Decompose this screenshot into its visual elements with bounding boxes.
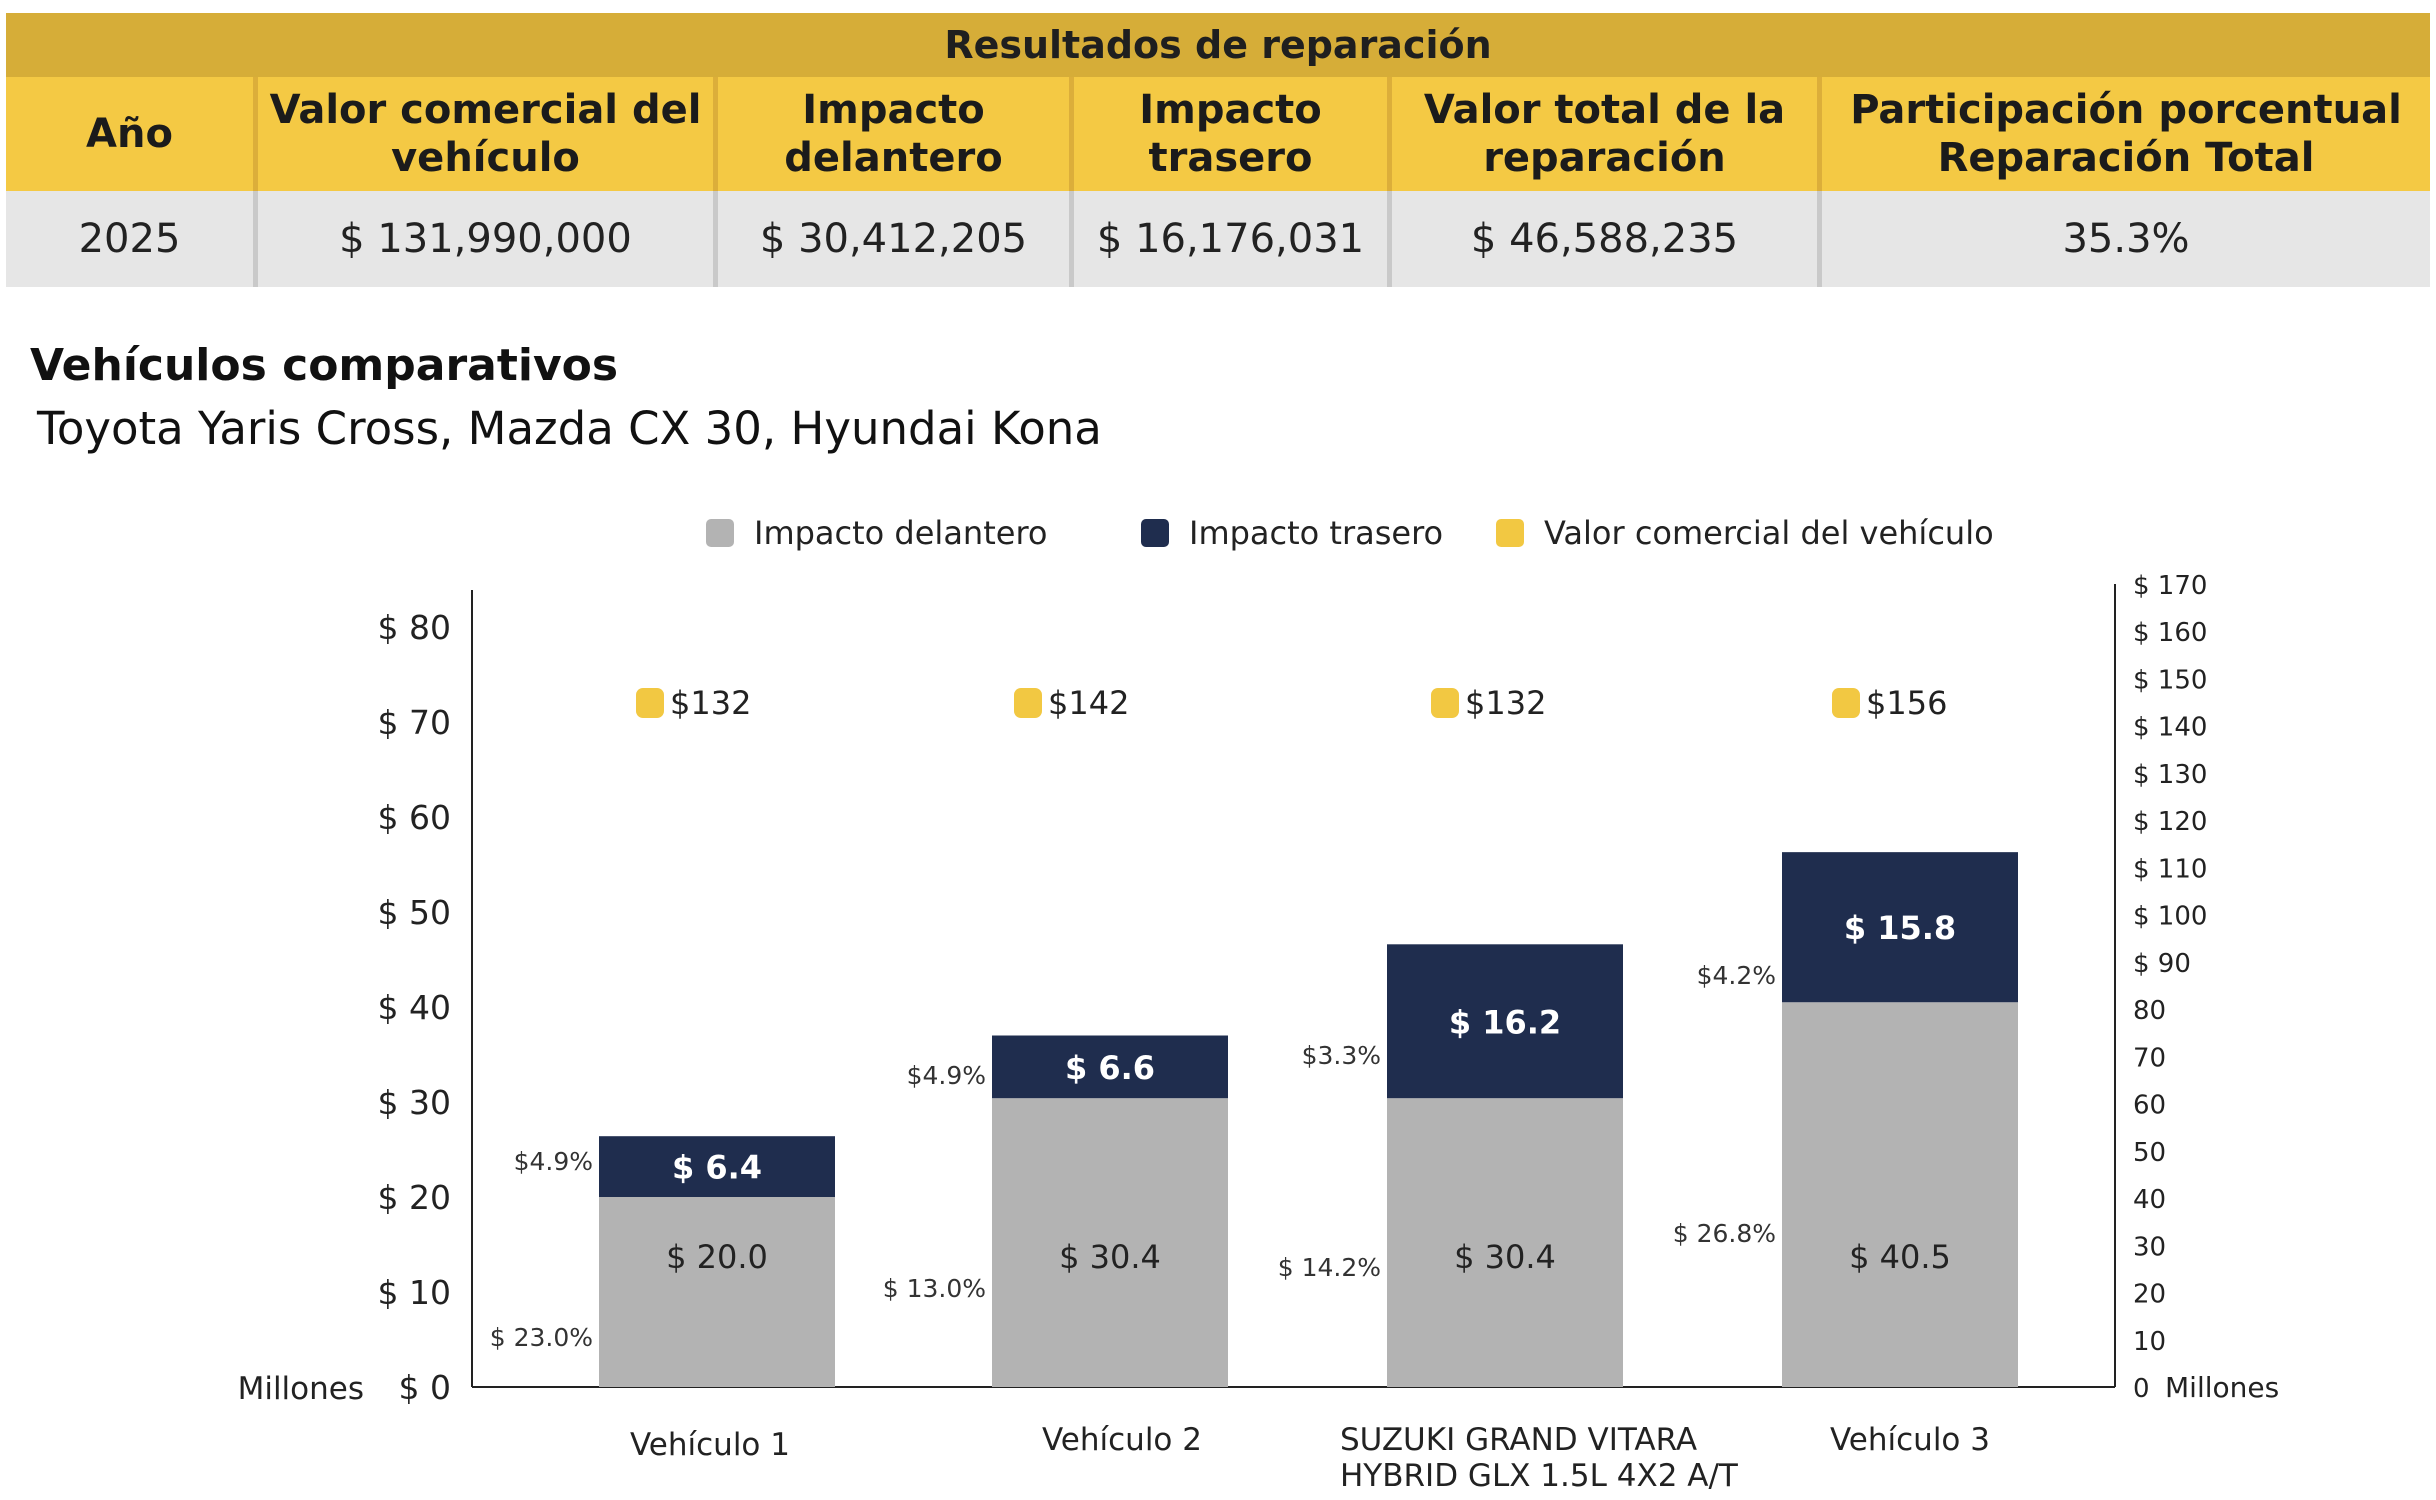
legend-swatch xyxy=(1141,519,1169,547)
left-tick-label: $ 70 xyxy=(378,703,451,742)
right-tick-label: 40 xyxy=(2133,1185,2166,1215)
right-tick-label: 10 xyxy=(2133,1327,2166,1357)
bar-front-impact xyxy=(1782,1002,2018,1387)
bar-rear-impact xyxy=(599,1136,835,1197)
right-tick-label: 70 xyxy=(2133,1043,2166,1073)
front-value-label: $ 40.5 xyxy=(1849,1238,1951,1276)
rear-value-label: $ 6.6 xyxy=(1065,1049,1155,1087)
category-label-line2: HYBRID GLX 1.5L 4X2 A/T xyxy=(1340,1458,1739,1494)
vehicle-value-marker xyxy=(1832,688,1860,718)
right-tick-label: $ 170 xyxy=(2133,571,2207,601)
bar-front-impact xyxy=(992,1098,1228,1387)
front-value-label: $ 30.4 xyxy=(1454,1238,1556,1276)
vehicle-value-label: $142 xyxy=(1048,684,1129,722)
right-tick-label: 20 xyxy=(2133,1280,2166,1310)
table-header-row: Año Valor comercial del vehículo Impacto… xyxy=(6,77,2430,191)
bar-rear-impact xyxy=(992,1035,1228,1099)
rear-pct-label: $4.9% xyxy=(514,1147,593,1176)
category-label: Vehículo 2 xyxy=(1042,1422,1202,1458)
cell-year: 2025 xyxy=(6,191,258,287)
header-total-repair: Valor total de la reparación xyxy=(1392,77,1822,191)
right-tick-label: 80 xyxy=(2133,996,2166,1026)
rear-pct-label: $4.2% xyxy=(1697,961,1776,990)
right-tick-label: $ 160 xyxy=(2133,618,2207,648)
bar-front-impact xyxy=(599,1197,835,1387)
cell-front-impact: $ 30,412,205 xyxy=(718,191,1074,287)
vehicle-value-label: $156 xyxy=(1866,684,1947,722)
vehicle-value-label: $132 xyxy=(1465,684,1546,722)
rear-value-label: $ 6.4 xyxy=(672,1149,762,1187)
header-vehicle-value: Valor comercial del vehículo xyxy=(258,77,718,191)
left-tick-label: $ 10 xyxy=(378,1273,451,1312)
right-tick-label: 60 xyxy=(2133,1091,2166,1121)
right-tick-label: $ 110 xyxy=(2133,854,2207,884)
header-rear-impact: Impacto trasero xyxy=(1074,77,1392,191)
header-front-impact: Impacto delantero xyxy=(718,77,1074,191)
right-tick-label: 0 xyxy=(2133,1374,2150,1404)
vehicle-value-marker xyxy=(636,688,664,718)
rear-pct-label: $3.3% xyxy=(1302,1041,1381,1070)
header-percentage: Participación porcentual Reparación Tota… xyxy=(1822,77,2430,191)
front-pct-label: $ 26.8% xyxy=(1673,1219,1776,1248)
cell-rear-impact: $ 16,176,031 xyxy=(1074,191,1392,287)
rear-value-label: $ 15.8 xyxy=(1844,909,1956,947)
front-pct-label: $ 23.0% xyxy=(490,1323,593,1352)
legend-label: Impacto delantero xyxy=(754,514,1047,552)
right-tick-label: $ 100 xyxy=(2133,902,2207,932)
left-tick-label: $ 0 xyxy=(399,1368,451,1407)
section-title: Vehículos comparativos xyxy=(30,340,619,391)
right-tick-label: $ 90 xyxy=(2133,949,2191,979)
front-pct-label: $ 13.0% xyxy=(883,1274,986,1303)
rear-value-label: $ 16.2 xyxy=(1449,1003,1561,1041)
repair-results-table: Resultados de reparación Año Valor comer… xyxy=(6,13,2430,287)
cell-percentage: 35.3% xyxy=(1822,191,2430,287)
legend-label: Impacto trasero xyxy=(1189,514,1443,552)
front-pct-label: $ 14.2% xyxy=(1278,1253,1381,1282)
table-title: Resultados de reparación xyxy=(6,13,2430,77)
legend-swatch xyxy=(1496,519,1524,547)
front-value-label: $ 30.4 xyxy=(1059,1238,1161,1276)
section-subtitle: Toyota Yaris Cross, Mazda CX 30, Hyundai… xyxy=(37,402,1102,455)
left-tick-label: $ 20 xyxy=(378,1178,451,1217)
vehicle-value-label: $132 xyxy=(670,684,751,722)
vehicle-value-marker xyxy=(1431,688,1459,718)
left-tick-label: $ 80 xyxy=(378,608,451,647)
right-tick-label: $ 150 xyxy=(2133,665,2207,695)
category-label: Vehículo 3 xyxy=(1830,1422,1990,1458)
right-tick-label: $ 130 xyxy=(2133,760,2207,790)
right-tick-label: $ 120 xyxy=(2133,807,2207,837)
vehicle-value-marker xyxy=(1014,688,1042,718)
bar-rear-impact xyxy=(1387,944,1623,1099)
right-tick-label: $ 140 xyxy=(2133,713,2207,743)
front-value-label: $ 20.0 xyxy=(666,1238,768,1276)
left-tick-label: $ 60 xyxy=(378,798,451,837)
legend-label: Valor comercial del vehículo xyxy=(1544,514,1994,552)
rear-pct-label: $4.9% xyxy=(907,1061,986,1090)
table-row: 2025 $ 131,990,000 $ 30,412,205 $ 16,176… xyxy=(6,191,2430,287)
left-tick-label: $ 40 xyxy=(378,988,451,1027)
left-tick-label: $ 50 xyxy=(378,893,451,932)
right-tick-label: 50 xyxy=(2133,1138,2166,1168)
right-tick-label: 30 xyxy=(2133,1232,2166,1262)
header-year: Año xyxy=(6,77,258,191)
category-label-line1: SUZUKI GRAND VITARA xyxy=(1340,1422,1697,1458)
legend-swatch xyxy=(706,519,734,547)
cell-total-repair: $ 46,588,235 xyxy=(1392,191,1822,287)
bar-front-impact xyxy=(1387,1098,1623,1387)
right-axis-unit: Millones xyxy=(2165,1371,2279,1404)
bar-rear-impact xyxy=(1782,852,2018,1003)
cell-vehicle-value: $ 131,990,000 xyxy=(258,191,718,287)
category-label: Vehículo 1 xyxy=(630,1427,790,1463)
left-axis-unit: Millones xyxy=(238,1371,364,1407)
left-tick-label: $ 30 xyxy=(378,1083,451,1122)
